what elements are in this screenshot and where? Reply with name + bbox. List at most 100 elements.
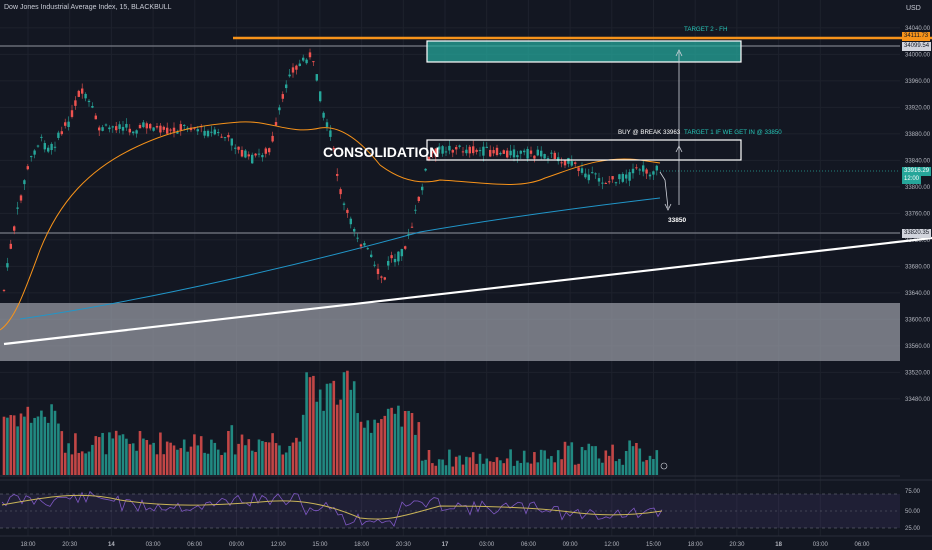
volume-bar [80, 451, 84, 475]
candle [234, 147, 237, 149]
candle [183, 124, 186, 126]
time-tick-label: 12:00 [604, 542, 620, 548]
volume-bar [70, 454, 74, 475]
volume-bar [437, 459, 441, 475]
price-tick-label: 33720.00 [905, 238, 931, 244]
volume-bar [417, 422, 421, 475]
candle [240, 149, 244, 157]
candle [346, 209, 349, 213]
volume-marker [660, 462, 668, 470]
volume-bar [131, 443, 135, 475]
candle [424, 168, 427, 171]
candle [115, 126, 118, 131]
candle [74, 100, 77, 106]
volume-bar [97, 437, 101, 475]
volume-bar [155, 454, 159, 475]
candle [91, 106, 94, 108]
candle [319, 91, 322, 102]
time-tick-label: 12:00 [271, 542, 287, 548]
candle [618, 174, 621, 180]
candle [111, 126, 114, 128]
candle [26, 166, 29, 170]
volume-bar [318, 389, 322, 475]
target2-zone [426, 40, 742, 63]
volume-bar [584, 450, 587, 475]
candle [591, 172, 594, 174]
candle [427, 156, 431, 160]
candle [625, 174, 628, 179]
candle [64, 122, 67, 126]
volume-bar [271, 433, 274, 475]
volume-bar [454, 456, 458, 475]
volume-bar [512, 465, 516, 475]
volume-bar [403, 411, 407, 475]
candle [94, 115, 97, 120]
volume-bar [628, 440, 631, 475]
candle [128, 128, 131, 133]
volume-bar [162, 454, 166, 475]
volume-bar [590, 446, 594, 475]
candle [220, 136, 223, 138]
candle [523, 150, 526, 153]
candle [356, 237, 359, 239]
bar-countdown-tag: 12:00 [902, 175, 922, 184]
volume-bar [594, 446, 597, 475]
candle [390, 255, 393, 259]
volume-bar [502, 463, 506, 475]
candle [526, 148, 529, 159]
volume-bar [550, 456, 553, 475]
candle [87, 100, 91, 103]
volume-bar [369, 432, 373, 475]
candle [329, 130, 332, 137]
volume-bar [577, 463, 580, 475]
volume-bar [301, 414, 305, 475]
candle [210, 131, 213, 133]
volume-bar [274, 443, 278, 475]
candle [278, 107, 281, 111]
candle [70, 110, 74, 117]
volume-bar [624, 450, 628, 475]
candle [118, 124, 121, 129]
candle [533, 155, 536, 159]
candle [387, 260, 390, 266]
time-tick-label: 18 [775, 542, 782, 548]
candle [57, 132, 60, 138]
candle [557, 157, 560, 162]
volume-bar [165, 441, 169, 475]
volume-bar [176, 449, 179, 475]
volume-bar [352, 381, 356, 475]
candle [125, 123, 128, 128]
volume-bar [12, 415, 16, 475]
volume-bar [488, 461, 492, 475]
volume-bar [216, 449, 220, 475]
candle [550, 152, 553, 154]
volume-bar [125, 438, 128, 475]
candle [482, 146, 485, 156]
volume-bar [182, 439, 186, 475]
candle [152, 127, 155, 131]
candle [366, 248, 369, 250]
volume-bar [23, 416, 26, 475]
candle [509, 150, 512, 156]
rsi-tick-label: 25.00 [905, 526, 921, 532]
volume-bar [516, 460, 519, 475]
candle [631, 168, 635, 174]
candle [574, 162, 577, 164]
candle [264, 148, 267, 154]
volume-bar [295, 437, 298, 475]
symbol-title[interactable]: Dow Jones Industrial Average Index, 15, … [4, 4, 172, 11]
volume-bar [505, 458, 509, 475]
candle [47, 147, 50, 152]
candle [516, 155, 519, 158]
candle [312, 61, 315, 63]
volume-bar [203, 452, 206, 475]
volume-bar [631, 446, 635, 475]
time-tick-label: 18:00 [20, 542, 36, 548]
candle [30, 156, 33, 158]
volume-bar [570, 442, 574, 475]
candle [536, 149, 539, 156]
volume-bar [458, 455, 461, 475]
volume-bar [359, 421, 363, 475]
volume-bar [400, 426, 404, 475]
